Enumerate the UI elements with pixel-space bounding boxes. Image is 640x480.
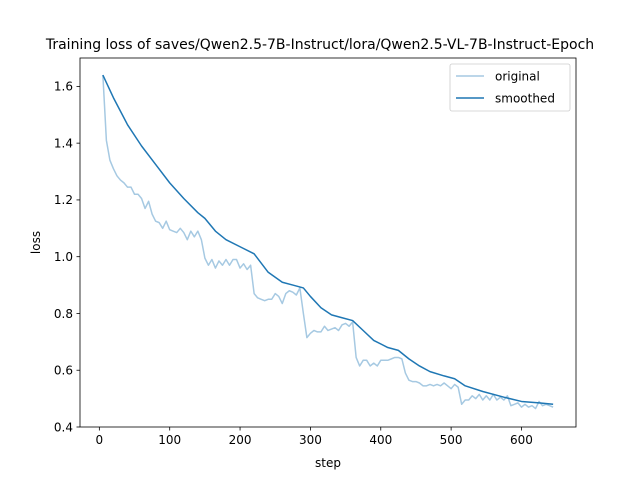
legend-label-smoothed: smoothed bbox=[495, 91, 555, 105]
x-tick-label: 0 bbox=[96, 433, 104, 447]
x-tick-label: 100 bbox=[158, 433, 181, 447]
x-tick-label: 400 bbox=[369, 433, 392, 447]
x-axis-label: step bbox=[315, 456, 341, 470]
y-axis-ticks: 0.4 0.6 0.8 1.0 1.2 1.4 1.6 bbox=[54, 80, 80, 434]
axes-frame bbox=[79, 57, 577, 428]
y-axis-label: loss bbox=[29, 231, 43, 254]
legend: original smoothed bbox=[449, 63, 571, 112]
series-line-smoothed bbox=[102, 74, 554, 406]
chart-title: Training loss of saves/Qwen2.5-7B-Instru… bbox=[45, 37, 594, 53]
y-tick-label: 1.6 bbox=[54, 80, 73, 94]
series-layer bbox=[102, 74, 554, 410]
series-line-original bbox=[102, 74, 554, 410]
x-tick-label: 600 bbox=[510, 433, 533, 447]
x-tick-label: 500 bbox=[440, 433, 463, 447]
legend-label-original: original bbox=[495, 69, 540, 83]
y-tick-label: 0.4 bbox=[54, 420, 73, 434]
y-tick-label: 0.6 bbox=[54, 364, 73, 378]
y-tick-label: 1.0 bbox=[54, 250, 73, 264]
y-tick-label: 1.2 bbox=[54, 193, 73, 207]
y-tick-label: 1.4 bbox=[54, 136, 73, 150]
y-tick-label: 0.8 bbox=[54, 307, 73, 321]
x-axis-ticks: 0 100 200 300 400 500 600 bbox=[96, 427, 533, 447]
x-tick-label: 300 bbox=[299, 433, 322, 447]
x-tick-label: 200 bbox=[229, 433, 252, 447]
